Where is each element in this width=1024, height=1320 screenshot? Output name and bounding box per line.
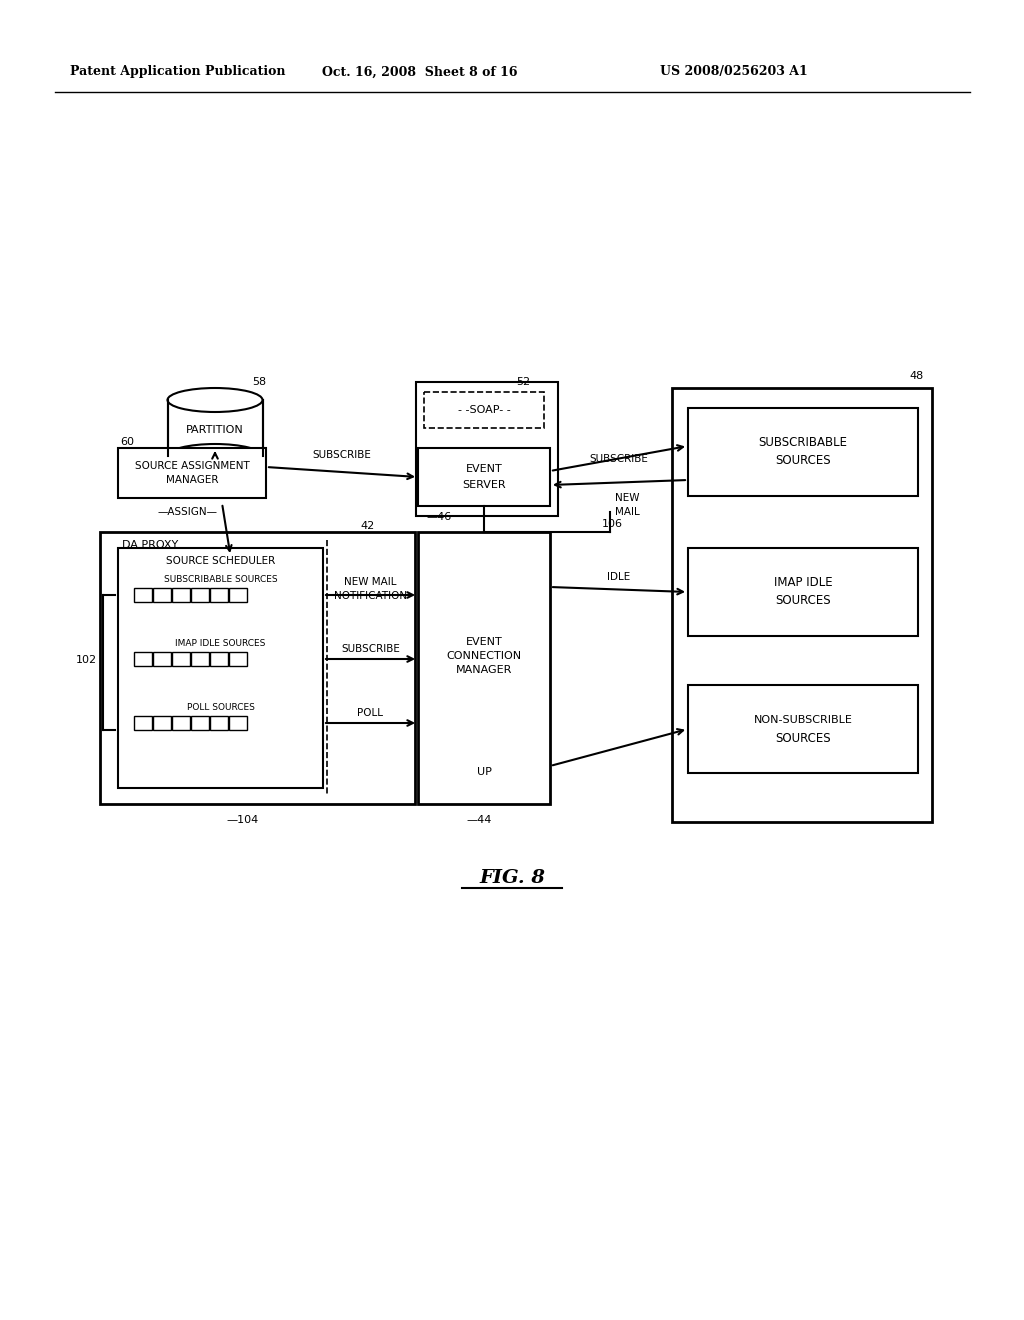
Text: IMAP IDLE SOURCES: IMAP IDLE SOURCES <box>175 639 265 648</box>
Text: DA PROXY: DA PROXY <box>122 540 178 550</box>
FancyBboxPatch shape <box>688 408 918 496</box>
Text: 60: 60 <box>120 437 134 447</box>
Text: UP: UP <box>476 767 492 777</box>
Text: POLL: POLL <box>357 708 384 718</box>
Ellipse shape <box>168 388 262 412</box>
FancyBboxPatch shape <box>229 587 247 602</box>
FancyBboxPatch shape <box>172 715 190 730</box>
FancyBboxPatch shape <box>134 652 152 667</box>
Text: 48: 48 <box>909 371 924 381</box>
FancyBboxPatch shape <box>118 447 266 498</box>
Text: EVENT: EVENT <box>466 638 503 647</box>
Text: —44: —44 <box>466 814 492 825</box>
Text: EVENT: EVENT <box>466 465 503 474</box>
FancyBboxPatch shape <box>229 652 247 667</box>
Text: PARTITION: PARTITION <box>186 425 244 436</box>
Text: SUBSCRIBE: SUBSCRIBE <box>590 454 648 465</box>
Text: SUBSCRIBE: SUBSCRIBE <box>312 450 372 459</box>
Text: 42: 42 <box>360 521 374 531</box>
Text: POLL SOURCES: POLL SOURCES <box>186 704 254 713</box>
FancyBboxPatch shape <box>424 392 544 428</box>
FancyBboxPatch shape <box>153 652 171 667</box>
Text: NEW: NEW <box>614 492 639 503</box>
Text: SOURCES: SOURCES <box>775 454 830 467</box>
Text: —46: —46 <box>426 512 452 521</box>
Text: 58: 58 <box>252 378 266 387</box>
FancyBboxPatch shape <box>210 652 228 667</box>
Text: SUBSCRIBE: SUBSCRIBE <box>341 644 400 653</box>
FancyBboxPatch shape <box>191 587 209 602</box>
Text: MAIL: MAIL <box>614 507 639 517</box>
Text: NON-SUBSCRIBLE: NON-SUBSCRIBLE <box>754 715 852 725</box>
Text: 52: 52 <box>516 378 530 387</box>
Text: FIG. 8: FIG. 8 <box>479 869 545 887</box>
FancyBboxPatch shape <box>210 715 228 730</box>
Text: NOTIFICATION: NOTIFICATION <box>334 591 408 601</box>
FancyBboxPatch shape <box>191 715 209 730</box>
Text: SOURCE SCHEDULER: SOURCE SCHEDULER <box>166 556 275 566</box>
Text: SOURCE ASSIGNMENT: SOURCE ASSIGNMENT <box>134 461 250 471</box>
FancyBboxPatch shape <box>418 532 550 804</box>
FancyBboxPatch shape <box>134 715 152 730</box>
Text: 102: 102 <box>76 655 97 665</box>
Text: CONNECTION: CONNECTION <box>446 651 521 661</box>
FancyBboxPatch shape <box>672 388 932 822</box>
Text: SERVER: SERVER <box>462 480 506 490</box>
FancyBboxPatch shape <box>118 548 323 788</box>
Text: Patent Application Publication: Patent Application Publication <box>70 66 286 78</box>
Text: US 2008/0256203 A1: US 2008/0256203 A1 <box>660 66 808 78</box>
FancyBboxPatch shape <box>191 652 209 667</box>
FancyBboxPatch shape <box>153 587 171 602</box>
FancyBboxPatch shape <box>172 587 190 602</box>
Text: SOURCES: SOURCES <box>775 731 830 744</box>
FancyBboxPatch shape <box>210 587 228 602</box>
Text: SUBSCRIBABLE SOURCES: SUBSCRIBABLE SOURCES <box>164 574 278 583</box>
Text: MANAGER: MANAGER <box>166 475 218 484</box>
Text: IDLE: IDLE <box>607 572 631 582</box>
Bar <box>168 400 262 455</box>
Text: NEW MAIL: NEW MAIL <box>344 577 396 587</box>
FancyBboxPatch shape <box>153 715 171 730</box>
Text: 106: 106 <box>602 519 623 529</box>
Text: SOURCES: SOURCES <box>775 594 830 607</box>
Text: SUBSCRIBABLE: SUBSCRIBABLE <box>759 437 848 450</box>
FancyBboxPatch shape <box>172 652 190 667</box>
Ellipse shape <box>168 444 262 469</box>
Text: —ASSIGN—: —ASSIGN— <box>157 507 217 517</box>
Text: IMAP IDLE: IMAP IDLE <box>774 577 833 590</box>
FancyBboxPatch shape <box>229 715 247 730</box>
FancyBboxPatch shape <box>100 532 415 804</box>
FancyBboxPatch shape <box>134 587 152 602</box>
FancyBboxPatch shape <box>688 685 918 774</box>
Text: Oct. 16, 2008  Sheet 8 of 16: Oct. 16, 2008 Sheet 8 of 16 <box>323 66 518 78</box>
FancyBboxPatch shape <box>688 548 918 636</box>
Text: MANAGER: MANAGER <box>456 665 512 675</box>
FancyBboxPatch shape <box>418 447 550 506</box>
Text: - -SOAP- -: - -SOAP- - <box>458 405 510 414</box>
Text: —104: —104 <box>226 814 259 825</box>
